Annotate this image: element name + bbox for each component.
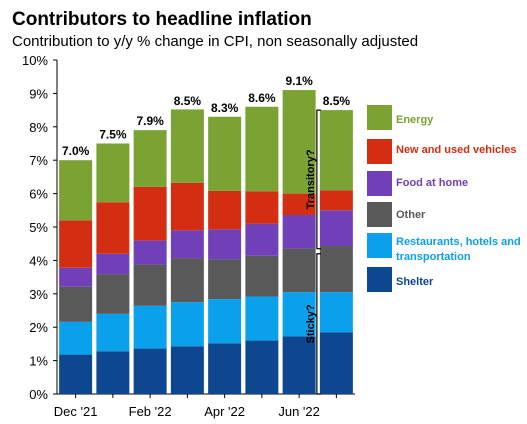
bar-total-label: 8.5% bbox=[323, 94, 351, 108]
bar-segment-energy bbox=[208, 116, 242, 191]
bar-segment-new-and-used-vehicles bbox=[319, 190, 353, 211]
bar-segment-food-at-home bbox=[59, 267, 93, 287]
bar-segment-shelter bbox=[133, 348, 167, 394]
bar-segment-new-and-used-vehicles bbox=[170, 182, 204, 231]
bar-total-label: 7.5% bbox=[99, 128, 127, 142]
bar-segment-food-at-home bbox=[170, 230, 204, 259]
y-tick-label: 8% bbox=[29, 120, 48, 135]
bar-segment-other bbox=[245, 255, 279, 297]
y-tick-label: 1% bbox=[29, 354, 48, 369]
bar-total-label: 8.5% bbox=[174, 94, 202, 108]
legend-label: Shelter bbox=[396, 276, 434, 288]
legend-swatch bbox=[367, 105, 392, 130]
annotation-label: Transitory? bbox=[305, 149, 317, 209]
annotation-bracket bbox=[316, 109, 321, 250]
y-tick-label: 10% bbox=[22, 53, 48, 68]
bar-segment-new-and-used-vehicles bbox=[245, 191, 279, 224]
bar-segment-new-and-used-vehicles bbox=[96, 202, 130, 254]
bar-segment-shelter bbox=[319, 332, 353, 394]
bar-segment-food-at-home bbox=[282, 214, 316, 249]
bar-segment-restaurants-hotels-and-transportation bbox=[96, 313, 130, 352]
bar-segment-energy bbox=[96, 143, 130, 203]
bar-segment-energy bbox=[319, 110, 353, 191]
y-tick-label: 7% bbox=[29, 153, 48, 168]
bar-segment-shelter bbox=[208, 343, 242, 394]
chart-title: Contributors to headline inflation bbox=[12, 9, 312, 30]
y-tick-label: 2% bbox=[29, 320, 48, 335]
bar-segment-other bbox=[319, 246, 353, 293]
bar-segment-food-at-home bbox=[245, 223, 279, 256]
legend-label: New and used vehicles bbox=[396, 144, 516, 156]
legend-label: Energy bbox=[396, 114, 434, 126]
bar-segment-energy bbox=[59, 160, 93, 221]
y-tick-label: 9% bbox=[29, 86, 48, 101]
bar-segment-energy bbox=[170, 109, 204, 183]
bar-segment-shelter bbox=[282, 336, 316, 394]
bar-segment-food-at-home bbox=[319, 210, 353, 247]
bar-segment-other bbox=[282, 248, 316, 293]
bar-segment-restaurants-hotels-and-transportation bbox=[170, 302, 204, 347]
bar-total-label: 7.9% bbox=[136, 114, 164, 128]
bar-segment-restaurants-hotels-and-transportation bbox=[319, 292, 353, 333]
bar-segment-energy bbox=[133, 130, 167, 187]
bar-segment-shelter bbox=[59, 354, 93, 394]
y-tick-label: 0% bbox=[29, 387, 48, 402]
bar-segment-other bbox=[96, 274, 130, 314]
bar-total-label: 7.0% bbox=[62, 144, 90, 158]
bar-segment-new-and-used-vehicles bbox=[208, 190, 242, 230]
plot-area: 0% 1% 2% 3% 4% 5% 6% 7% 8% 9% 10% 7.0% Dec '21 7.5% 7.… bbox=[22, 53, 355, 419]
bar-segment-new-and-used-vehicles bbox=[59, 220, 93, 268]
bar-segment-energy bbox=[245, 106, 279, 192]
y-tick-label: 4% bbox=[29, 253, 48, 268]
bar-segment-restaurants-hotels-and-transportation bbox=[208, 299, 242, 344]
bar-segment-restaurants-hotels-and-transportation bbox=[282, 292, 316, 337]
legend-swatch bbox=[367, 233, 392, 258]
bar-segment-food-at-home bbox=[96, 253, 130, 275]
bar-segment-restaurants-hotels-and-transportation bbox=[133, 305, 167, 349]
annotation-label: Sticky? bbox=[305, 304, 317, 343]
y-tick-label: 5% bbox=[29, 220, 48, 235]
bar-segment-shelter bbox=[170, 346, 204, 394]
legend-swatch bbox=[367, 267, 392, 292]
bar-segment-other bbox=[59, 286, 93, 322]
legend-label: Food at home bbox=[396, 177, 468, 189]
bar-segment-new-and-used-vehicles bbox=[282, 193, 316, 215]
legend: Energy New and used vehicles Food at home O… bbox=[367, 105, 521, 292]
x-tick-label: Jun '22 bbox=[278, 404, 320, 419]
annotation-bracket bbox=[316, 253, 321, 395]
bar-segment-food-at-home bbox=[133, 240, 167, 265]
legend-swatch bbox=[367, 171, 392, 196]
bar-segment-food-at-home bbox=[208, 229, 242, 260]
legend-swatch bbox=[367, 202, 392, 227]
bar-segment-shelter bbox=[96, 351, 130, 394]
bar-total-label: 8.3% bbox=[211, 101, 239, 115]
x-tick-label: Dec '21 bbox=[54, 404, 98, 419]
legend-label: Other bbox=[396, 209, 426, 221]
bar-segment-restaurants-hotels-and-transportation bbox=[59, 321, 93, 355]
bar-segment-restaurants-hotels-and-transportation bbox=[245, 296, 279, 341]
bar-segment-energy bbox=[282, 90, 316, 194]
x-tick-label: Feb '22 bbox=[129, 404, 172, 419]
x-tick-label: Apr '22 bbox=[204, 404, 245, 419]
bar-total-label: 9.1% bbox=[285, 74, 313, 88]
y-tick-label: 3% bbox=[29, 287, 48, 302]
legend-label: Restaurants, hotels and transportation bbox=[396, 236, 521, 263]
legend-swatch bbox=[367, 139, 392, 164]
chart-subtitle: Contribution to y/y % change in CPI, non… bbox=[12, 33, 419, 50]
bar-segment-shelter bbox=[245, 340, 279, 394]
bar-total-label: 8.6% bbox=[248, 91, 276, 105]
bar-segment-other bbox=[133, 264, 167, 306]
y-tick-label: 6% bbox=[29, 187, 48, 202]
bar-segment-other bbox=[208, 259, 242, 300]
bar-segment-other bbox=[170, 258, 204, 303]
bar-segment-new-and-used-vehicles bbox=[133, 186, 167, 241]
